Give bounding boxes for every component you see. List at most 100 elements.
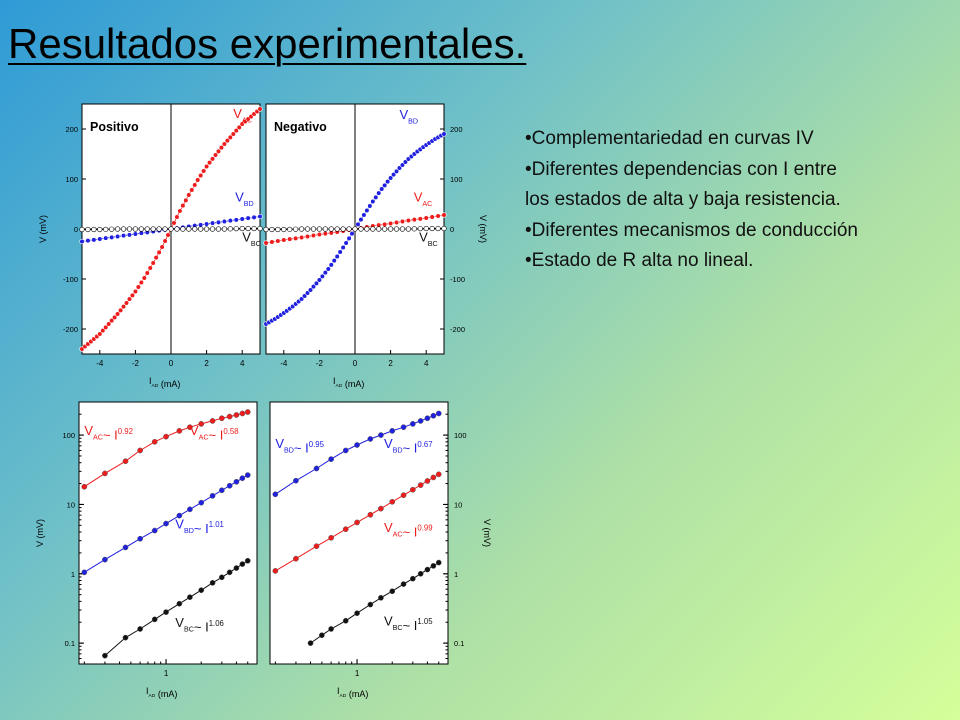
fit-label: VBD~ I1.01	[175, 516, 224, 536]
data-point	[176, 512, 183, 519]
data-point	[132, 288, 138, 295]
data-point	[364, 226, 370, 232]
data-point	[293, 477, 299, 484]
data-point	[281, 226, 287, 233]
data-point	[340, 244, 346, 251]
data-point	[325, 266, 331, 272]
data-point	[221, 226, 227, 232]
data-point	[117, 307, 124, 313]
data-point	[328, 262, 334, 268]
bullet-item: •Estado de R alta no lineal.	[525, 250, 754, 271]
data-point	[81, 483, 88, 490]
data-point	[230, 131, 236, 137]
series-label: VBD	[400, 107, 419, 126]
data-point	[389, 498, 396, 505]
bullet-item: •Complementariedad en curvas IV	[525, 128, 814, 149]
data-point	[340, 226, 346, 232]
data-point	[221, 141, 227, 147]
data-point	[97, 226, 103, 233]
data-point	[251, 225, 257, 232]
data-point	[389, 428, 396, 434]
data-point	[233, 217, 239, 223]
data-point	[227, 134, 233, 140]
data-point	[186, 226, 192, 232]
data-point	[358, 217, 364, 223]
fit-label: VAC~ I0.58	[190, 423, 239, 443]
y-tick-label: 1	[454, 570, 458, 579]
data-point	[429, 214, 435, 220]
x-tick-label: 1	[355, 669, 360, 678]
data-point	[135, 284, 141, 290]
data-point	[120, 233, 127, 239]
data-point	[334, 253, 340, 260]
data-point	[215, 226, 222, 232]
data-point	[209, 220, 216, 226]
data-point	[109, 234, 115, 240]
x-tick-label: 0	[353, 359, 358, 368]
data-point	[435, 225, 441, 232]
data-point	[192, 226, 198, 232]
data-point	[151, 438, 158, 445]
x-axis-label: IAD (mA)	[146, 686, 177, 699]
data-point	[137, 626, 143, 632]
data-point	[382, 182, 388, 188]
data-point	[316, 231, 323, 238]
data-point	[393, 226, 400, 232]
data-point	[233, 478, 240, 485]
data-point	[245, 225, 251, 232]
bullet-item: •Diferentes dependencias con I entre	[525, 158, 837, 180]
data-point	[144, 226, 150, 232]
data-point	[137, 535, 143, 542]
fit-label: VBC~ I1.05	[384, 613, 433, 633]
bullet-list: •Complementariedad en curvas IV •Diferen…	[525, 124, 955, 277]
data-point	[218, 145, 225, 151]
data-point	[150, 260, 156, 266]
data-point	[129, 292, 136, 298]
data-point	[313, 465, 320, 472]
data-point	[328, 226, 334, 232]
data-point	[257, 225, 263, 232]
data-point	[221, 218, 227, 225]
data-point	[411, 217, 417, 223]
data-point	[122, 634, 129, 641]
x-tick-label: 2	[388, 359, 393, 368]
loglog-chart-right: 1 0.1 1 10 100 IAD (mA) V (mV) VBD~ I0.95 VBD~ I…	[269, 401, 492, 699]
data-point	[239, 216, 245, 222]
data-point	[224, 138, 230, 144]
data-point	[441, 131, 447, 137]
data-point	[358, 226, 364, 232]
y-tick-label: 10	[67, 500, 75, 509]
data-point	[310, 232, 317, 239]
data-point	[141, 275, 147, 281]
data-point	[176, 600, 183, 607]
data-point	[417, 216, 423, 222]
data-point	[378, 432, 384, 438]
data-point	[400, 581, 407, 587]
loglog-chart-left: 1 0.1 1 10 100 IAD (mA) V (mV) VAC~ I0.92 VAC~ I…	[35, 401, 258, 699]
data-point	[331, 258, 337, 264]
data-point	[174, 214, 180, 220]
data-point	[287, 226, 293, 232]
data-point	[417, 226, 423, 232]
data-point	[100, 328, 106, 334]
data-point	[227, 226, 233, 232]
data-point	[417, 570, 424, 577]
data-point	[307, 287, 314, 293]
data-point	[126, 232, 133, 238]
x-axis-label: IAD (mA)	[333, 376, 364, 389]
data-point	[103, 235, 109, 241]
data-point	[209, 579, 216, 586]
data-point	[159, 244, 165, 250]
data-point	[322, 231, 328, 237]
data-point	[441, 225, 447, 232]
data-point	[346, 226, 352, 232]
data-point	[168, 226, 174, 232]
data-point	[430, 474, 437, 481]
data-point	[171, 220, 177, 226]
data-point	[138, 226, 144, 232]
data-point	[209, 156, 216, 162]
data-point	[304, 226, 311, 232]
data-point	[132, 226, 138, 232]
data-point	[81, 569, 88, 576]
data-point	[227, 218, 233, 224]
